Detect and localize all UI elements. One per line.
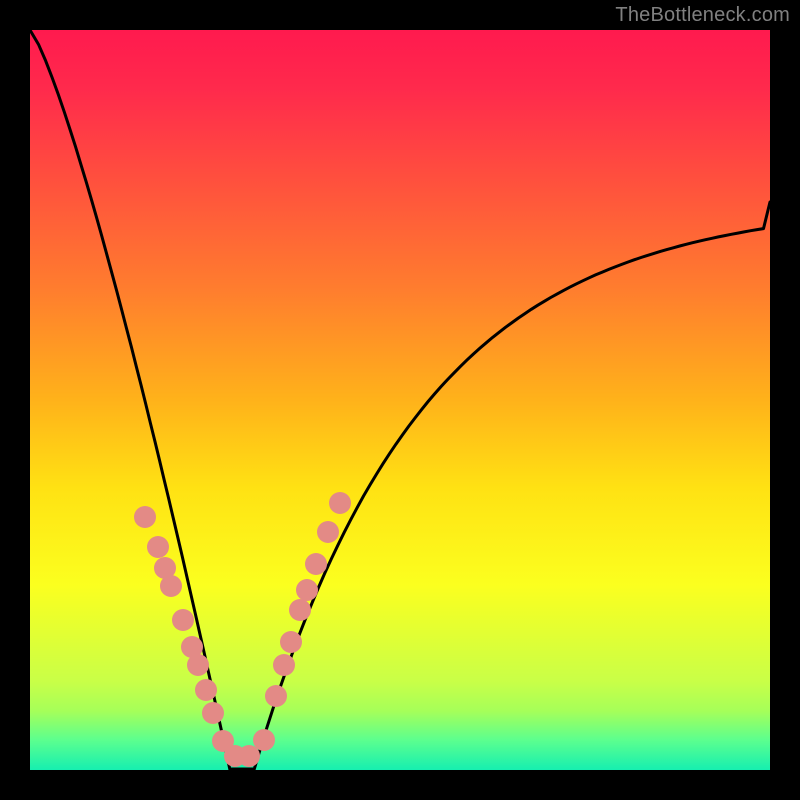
data-dot bbox=[134, 506, 156, 528]
chart-svg bbox=[30, 30, 770, 770]
data-dot bbox=[147, 536, 169, 558]
page-root: TheBottleneck.com bbox=[0, 0, 800, 800]
data-dot bbox=[253, 729, 275, 751]
data-dot bbox=[265, 685, 287, 707]
data-dot bbox=[273, 654, 295, 676]
data-dot bbox=[187, 654, 209, 676]
data-dot bbox=[238, 745, 260, 767]
data-dot bbox=[280, 631, 302, 653]
data-dot bbox=[289, 599, 311, 621]
plot-area bbox=[30, 30, 770, 770]
data-dot bbox=[317, 521, 339, 543]
data-dot bbox=[296, 579, 318, 601]
data-dot bbox=[305, 553, 327, 575]
watermark-text: TheBottleneck.com bbox=[615, 4, 790, 27]
data-dot bbox=[172, 609, 194, 631]
data-dot bbox=[160, 575, 182, 597]
plot-background bbox=[30, 30, 770, 770]
data-dot bbox=[329, 492, 351, 514]
data-dot bbox=[195, 679, 217, 701]
data-dot bbox=[202, 702, 224, 724]
